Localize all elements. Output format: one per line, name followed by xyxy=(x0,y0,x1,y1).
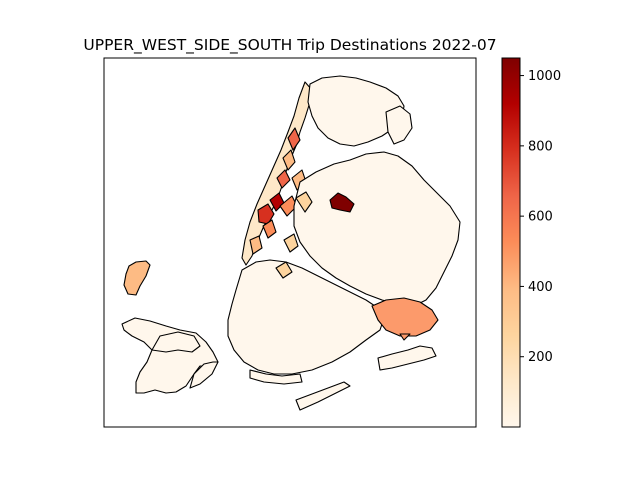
zone-manhattan-red-4 xyxy=(287,127,301,151)
zone-queens-orange-astoria xyxy=(283,233,299,253)
zone-queens-dark-laguardia xyxy=(329,192,355,213)
colorbar-bar xyxy=(501,57,521,428)
zone-staten-island-north xyxy=(151,331,201,353)
zone-queens xyxy=(293,151,461,307)
zone-jfk xyxy=(371,297,439,337)
zone-queens-orange-lic xyxy=(295,191,313,213)
zone-bronx-east xyxy=(385,105,413,145)
colorbar-tick-label: 800 xyxy=(528,139,553,154)
colorbar-tick-label: 600 xyxy=(528,210,553,225)
colorbar-tick-label: 1000 xyxy=(528,69,561,84)
map-zones xyxy=(121,75,461,411)
colorbar-ticks: 200 400 600 800 1000 xyxy=(520,69,561,365)
zone-brooklyn-orange-1 xyxy=(275,261,293,279)
zone-manhattan-orange-7 xyxy=(282,149,296,171)
colorbar-tick-label: 200 xyxy=(528,350,553,365)
zone-jfk-spur xyxy=(399,333,411,341)
zone-manhattan-orange-6 xyxy=(249,235,263,255)
zone-coney-island xyxy=(249,369,303,385)
zone-manhattan-red-3 xyxy=(276,169,291,189)
map-frame xyxy=(103,57,477,428)
chart-title: UPPER_WEST_SIDE_SOUTH Trip Destinations … xyxy=(83,36,496,55)
zone-newark xyxy=(123,260,151,296)
zone-staten-island xyxy=(121,317,219,394)
colorbar-tick-label: 400 xyxy=(528,280,553,295)
zone-brooklyn xyxy=(227,259,385,375)
zone-staten-island-east xyxy=(189,361,219,389)
zone-manhattan-dark-1 xyxy=(257,203,275,225)
zone-rockaway xyxy=(377,345,437,371)
zone-breezy-point xyxy=(295,381,351,411)
zone-manhattan-orange-5 xyxy=(262,219,277,239)
